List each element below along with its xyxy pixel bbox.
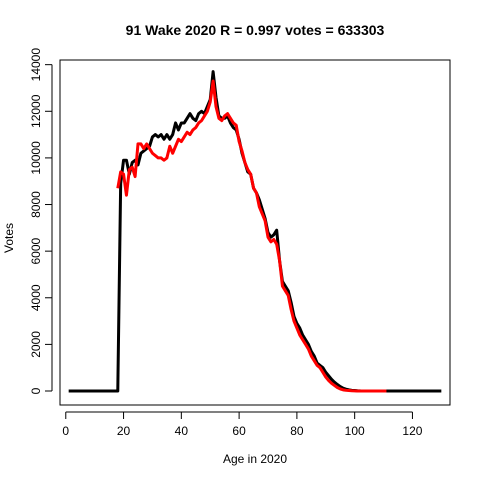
x-tick-label: 20	[117, 424, 131, 438]
x-axis: 0 20 40 60 80 100 120	[62, 411, 423, 438]
chart-title: 91 Wake 2020 R = 0.997 votes = 633303	[126, 22, 385, 38]
y-axis: 0 2000 4000 6000 8000 10000 12000 14000	[29, 48, 53, 394]
y-tick-label: 8000	[29, 191, 43, 218]
x-tick-label: 80	[290, 424, 304, 438]
y-axis-label: Votes	[2, 223, 16, 253]
y-tick-label: 0	[29, 387, 43, 394]
y-tick-label: 14000	[29, 48, 43, 82]
y-tick-label: 6000	[29, 237, 43, 264]
x-tick-label: 0	[62, 424, 69, 438]
series-layer	[68, 70, 442, 393]
x-tick-label: 40	[175, 424, 189, 438]
y-tick-label: 12000	[29, 94, 43, 128]
y-tick-label: 2000	[29, 331, 43, 358]
plot-frame	[59, 59, 451, 406]
y-tick-label: 4000	[29, 284, 43, 311]
x-tick-label: 60	[232, 424, 246, 438]
x-tick-label: 100	[345, 424, 365, 438]
x-tick-label: 120	[402, 424, 422, 438]
series-line-1	[68, 70, 442, 393]
y-tick-label: 10000	[29, 141, 43, 175]
x-axis-label: Age in 2020	[223, 452, 287, 466]
series-line-2	[116, 79, 387, 393]
